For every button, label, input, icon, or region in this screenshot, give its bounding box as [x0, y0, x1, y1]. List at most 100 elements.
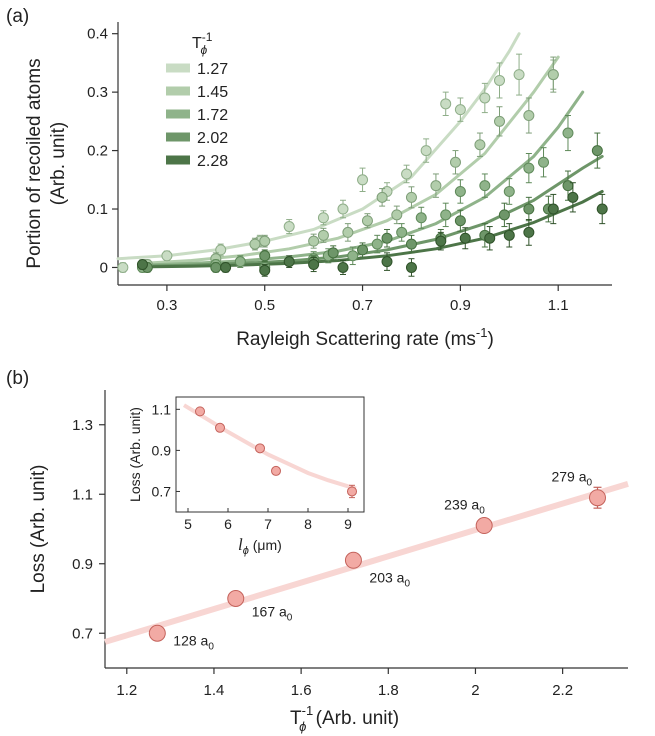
- marker: [415, 212, 427, 224]
- data-point-1.72: [454, 179, 466, 204]
- panel-a-ytick-label: 0.4: [87, 26, 108, 43]
- inset-point: [195, 406, 205, 417]
- data-point-2.28: [484, 226, 496, 251]
- data-point-1.72: [538, 147, 550, 178]
- data-point-2.02: [357, 242, 369, 258]
- legend-label-2.28: 2.28: [197, 153, 228, 170]
- marker: [440, 209, 452, 221]
- legend-label-1.72: 1.72: [197, 107, 228, 124]
- inset-xtick-label: 8: [304, 516, 312, 532]
- inset-ytick-label: 1.1: [152, 401, 172, 417]
- panel-b-ytick-label: 0.9: [72, 556, 93, 573]
- data-point-1.27: [117, 261, 129, 273]
- data-point-1.27: [337, 199, 349, 219]
- data-point-2.28: [308, 257, 320, 273]
- data-point-1.45: [523, 97, 535, 134]
- marker: [381, 256, 393, 268]
- inset-xlabel-end: (μm): [249, 537, 282, 553]
- panel-a-ylabel-line2: (Arb. unit): [48, 122, 69, 205]
- data-point-1.27: [513, 53, 525, 96]
- panel-a-data-points: [117, 53, 608, 277]
- data-point-1.45: [342, 223, 354, 242]
- inset-point: [255, 443, 265, 454]
- marker: [259, 250, 271, 262]
- inset-ytick-label: 0.7: [152, 483, 172, 499]
- marker: [136, 259, 148, 271]
- marker: [435, 235, 447, 247]
- data-point-2.28: [136, 259, 148, 271]
- data-point-1.72: [503, 178, 515, 205]
- marker: [567, 191, 579, 203]
- marker: [449, 156, 461, 168]
- marker: [479, 180, 491, 192]
- marker: [271, 465, 281, 476]
- marker: [259, 264, 271, 276]
- marker: [475, 517, 493, 535]
- marker: [381, 232, 393, 244]
- legend-label-2.02: 2.02: [197, 130, 228, 147]
- panel-b-xtick-label: 1.4: [204, 682, 225, 699]
- inset-point: [215, 422, 225, 433]
- annotation-203: 203 a0: [369, 569, 410, 589]
- legend-title: T-1 ϕ: [192, 30, 213, 57]
- data-point-1.72: [234, 255, 246, 268]
- panel-b-axes: 1.2 1.4 1.6 1.8 2 2.2 0.7 0.9 1.1 1.3: [72, 390, 628, 699]
- marker: [401, 168, 413, 180]
- marker: [357, 174, 369, 186]
- panel-b-inset: 5 6 7 8 9 0.7 0.9 1.1 Loss (Arb. unit) lϕ (μm): [127, 396, 365, 557]
- panel-a-axes: 0.3 0.5 0.7 0.9 1.1 0 0.1 0.2 0.3 0.4: [87, 22, 612, 314]
- panel-b-ytick-label: 1.3: [72, 417, 93, 434]
- data-point-2.02: [210, 261, 222, 273]
- marker: [308, 235, 320, 247]
- marker: [484, 232, 496, 244]
- data-point-2.02: [498, 202, 510, 228]
- legend-title-sup: -1: [202, 30, 213, 44]
- data-point-2.28: [405, 258, 417, 277]
- panel-b-xtick-label: 2: [471, 682, 479, 699]
- panel-label-b: (b): [6, 368, 29, 389]
- marker: [523, 162, 535, 174]
- loss-point: [475, 517, 493, 535]
- marker: [317, 229, 329, 241]
- data-point-2.28: [567, 182, 579, 213]
- marker: [547, 203, 559, 215]
- marker: [344, 551, 362, 569]
- panel-a-xlabel-end: ): [487, 329, 493, 350]
- marker: [396, 226, 408, 238]
- data-point-2.02: [381, 228, 393, 248]
- data-point-1.27: [494, 62, 506, 99]
- annotation-128: 128 a0: [173, 632, 214, 652]
- panel-a-ylabel-line1: Portion of recoiled atoms: [24, 58, 45, 268]
- panel-b-data-points: [148, 486, 606, 642]
- marker: [596, 203, 608, 215]
- data-point-2.28: [381, 252, 393, 271]
- panel-label-a: (a): [6, 6, 29, 27]
- marker: [494, 74, 506, 86]
- annotation-sub: 0: [287, 613, 293, 624]
- data-point-1.45: [259, 234, 271, 248]
- data-point-1.45: [361, 213, 373, 229]
- data-point-1.72: [415, 206, 427, 229]
- marker: [283, 221, 295, 233]
- data-point-1.72: [523, 153, 535, 184]
- marker: [283, 256, 295, 268]
- marker: [148, 624, 166, 642]
- marker: [234, 256, 246, 268]
- marker: [210, 261, 222, 273]
- inset-xtick-label: 7: [264, 516, 272, 532]
- marker: [327, 247, 339, 259]
- marker: [562, 180, 574, 192]
- panel-b-ytick-label: 1.1: [72, 486, 93, 503]
- inset-xtick-label: 5: [184, 516, 192, 532]
- marker: [538, 156, 550, 168]
- marker: [459, 232, 471, 244]
- marker: [523, 226, 535, 238]
- marker: [161, 250, 173, 262]
- panel-a-legend: T-1 ϕ 1.27 1.45 1.72 2.02 2.28: [166, 30, 228, 170]
- data-point-2.02: [591, 132, 603, 169]
- data-point-2.02: [327, 245, 339, 261]
- inset-xtick-label: 9: [344, 516, 352, 532]
- marker: [371, 238, 383, 250]
